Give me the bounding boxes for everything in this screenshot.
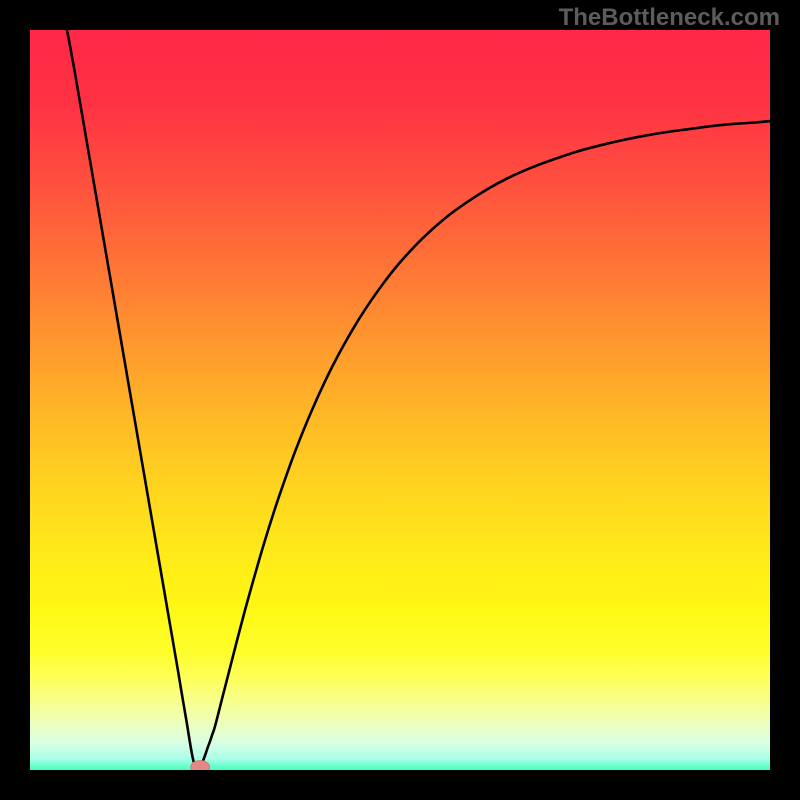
chart-container: TheBottleneck.com (0, 0, 800, 800)
plot-area (30, 30, 770, 770)
watermark-text: TheBottleneck.com (559, 4, 780, 32)
bottleneck-curve-chart (30, 30, 770, 770)
chart-gradient-background (30, 30, 770, 770)
